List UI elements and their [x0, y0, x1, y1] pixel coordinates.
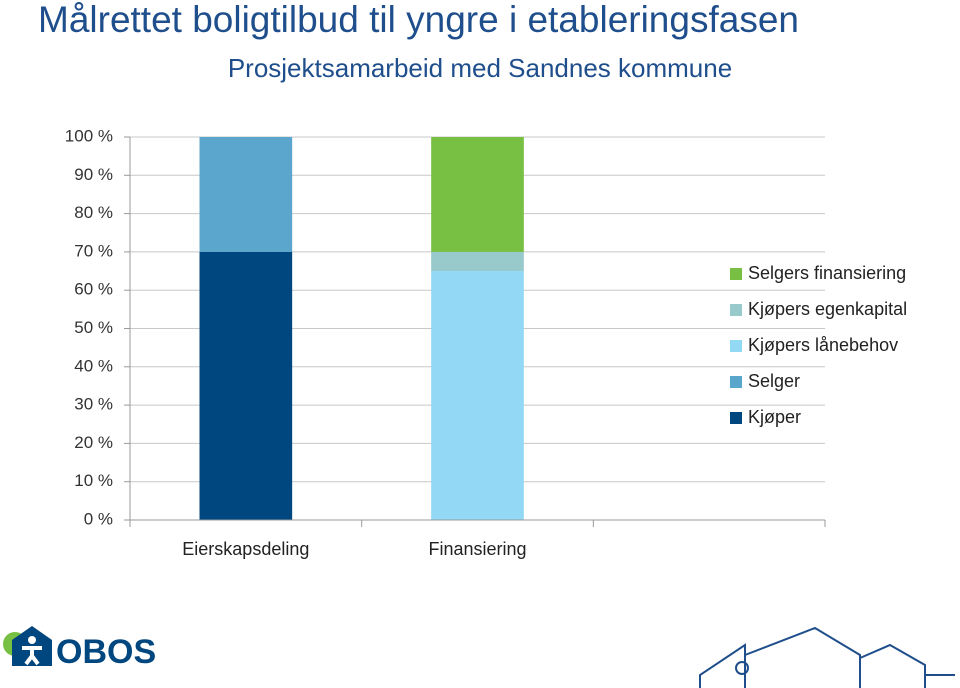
x-tick-label: Eierskapsdeling — [182, 539, 309, 559]
legend-swatch — [730, 340, 742, 352]
slide-subtitle: Prosjektsamarbeid med Sandnes kommune — [228, 53, 732, 83]
y-tick-label: 20 % — [74, 433, 113, 452]
y-tick-label: 10 % — [74, 471, 113, 490]
slide-title: Målrettet boligtilbud til yngre i etable… — [38, 0, 799, 40]
bar-segment — [199, 251, 293, 520]
y-tick-label: 80 % — [74, 203, 113, 222]
y-tick-label: 30 % — [74, 395, 113, 414]
legend-label: Kjøper — [748, 407, 801, 427]
legend-swatch — [730, 304, 742, 316]
logo-text: OBOS — [56, 633, 156, 671]
legend-swatch — [730, 412, 742, 424]
x-tick-label: Finansiering — [428, 539, 526, 559]
y-tick-label: 90 % — [74, 165, 113, 184]
legend-swatch — [730, 376, 742, 388]
y-tick-label: 70 % — [74, 241, 113, 260]
y-tick-label: 50 % — [74, 318, 113, 337]
legend-label: Selger — [748, 371, 800, 391]
bar-segment — [431, 137, 524, 252]
bar-segment — [431, 251, 524, 272]
house-drawing — [699, 626, 955, 688]
y-tick-label: 40 % — [74, 356, 113, 375]
legend-label: Kjøpers lånebehov — [748, 335, 898, 355]
logo-icon — [3, 626, 52, 666]
y-tick-label: 60 % — [74, 280, 113, 299]
bar-segment — [431, 271, 524, 520]
legend-label: Selgers finansiering — [748, 263, 906, 283]
bar-segment — [199, 137, 293, 252]
y-tick-label: 0 % — [84, 509, 113, 528]
legend-label: Kjøpers egenkapital — [748, 299, 907, 319]
legend-swatch — [730, 268, 742, 280]
y-tick-label: 100 % — [65, 126, 113, 145]
